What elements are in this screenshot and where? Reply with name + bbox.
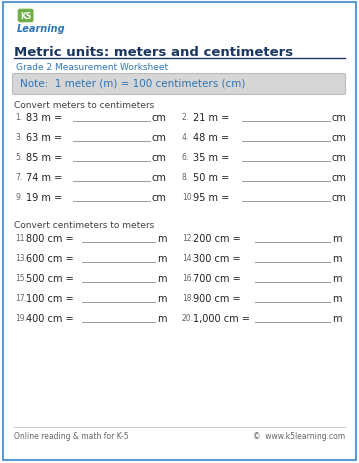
Text: cm: cm bbox=[152, 193, 167, 202]
Text: 19 m =: 19 m = bbox=[26, 193, 62, 202]
Text: m: m bbox=[157, 294, 167, 303]
Text: 85 m =: 85 m = bbox=[26, 153, 62, 163]
Text: 48 m =: 48 m = bbox=[193, 133, 229, 143]
Text: 7.: 7. bbox=[15, 173, 22, 181]
Text: 1,000 cm =: 1,000 cm = bbox=[193, 313, 250, 323]
Text: 10.: 10. bbox=[182, 193, 194, 201]
Text: 14.: 14. bbox=[182, 253, 194, 263]
Text: cm: cm bbox=[152, 113, 167, 123]
Text: 13.: 13. bbox=[15, 253, 27, 263]
Text: cm: cm bbox=[332, 133, 347, 143]
FancyBboxPatch shape bbox=[13, 75, 345, 95]
Text: 16.: 16. bbox=[182, 274, 194, 282]
Text: 17.: 17. bbox=[15, 294, 27, 302]
Text: m: m bbox=[332, 294, 341, 303]
Text: 83 m =: 83 m = bbox=[26, 113, 62, 123]
Text: Convert centimeters to meters: Convert centimeters to meters bbox=[14, 220, 154, 230]
Text: Grade 2 Measurement Worksheet: Grade 2 Measurement Worksheet bbox=[16, 63, 168, 72]
Text: m: m bbox=[157, 233, 167, 244]
Text: Convert meters to centimeters: Convert meters to centimeters bbox=[14, 101, 154, 110]
FancyBboxPatch shape bbox=[3, 3, 356, 460]
Text: cm: cm bbox=[152, 173, 167, 182]
Text: KS: KS bbox=[20, 12, 31, 21]
Text: 12.: 12. bbox=[182, 233, 194, 243]
Text: Note:  1 meter (m) = 100 centimeters (cm): Note: 1 meter (m) = 100 centimeters (cm) bbox=[20, 78, 245, 88]
Text: 300 cm =: 300 cm = bbox=[193, 253, 241, 263]
Text: 20.: 20. bbox=[182, 313, 194, 322]
Text: 74 m =: 74 m = bbox=[26, 173, 62, 182]
Text: m: m bbox=[332, 253, 341, 263]
Text: 800 cm =: 800 cm = bbox=[26, 233, 74, 244]
Text: cm: cm bbox=[332, 173, 347, 182]
Text: 6.: 6. bbox=[182, 153, 189, 162]
Text: 5.: 5. bbox=[15, 153, 22, 162]
Text: 500 cm =: 500 cm = bbox=[26, 274, 74, 283]
Text: 11.: 11. bbox=[15, 233, 27, 243]
Text: 3.: 3. bbox=[15, 133, 22, 142]
Text: 1.: 1. bbox=[15, 113, 22, 122]
Text: 19.: 19. bbox=[15, 313, 27, 322]
Text: 600 cm =: 600 cm = bbox=[26, 253, 74, 263]
Text: cm: cm bbox=[332, 153, 347, 163]
Text: m: m bbox=[157, 313, 167, 323]
Text: 400 cm =: 400 cm = bbox=[26, 313, 74, 323]
Text: 2.: 2. bbox=[182, 113, 189, 122]
Text: 50 m =: 50 m = bbox=[193, 173, 229, 182]
Text: cm: cm bbox=[152, 153, 167, 163]
Text: m: m bbox=[332, 274, 341, 283]
Text: m: m bbox=[332, 313, 341, 323]
Text: cm: cm bbox=[332, 113, 347, 123]
Text: cm: cm bbox=[152, 133, 167, 143]
Text: 8.: 8. bbox=[182, 173, 189, 181]
Text: 35 m =: 35 m = bbox=[193, 153, 229, 163]
Text: 900 cm =: 900 cm = bbox=[193, 294, 241, 303]
Text: m: m bbox=[332, 233, 341, 244]
Text: Metric units: meters and centimeters: Metric units: meters and centimeters bbox=[14, 46, 293, 59]
Text: Online reading & math for K-5: Online reading & math for K-5 bbox=[14, 431, 129, 440]
Text: cm: cm bbox=[332, 193, 347, 202]
Text: 63 m =: 63 m = bbox=[26, 133, 62, 143]
Text: m: m bbox=[157, 274, 167, 283]
Text: 700 cm =: 700 cm = bbox=[193, 274, 241, 283]
Text: 21 m =: 21 m = bbox=[193, 113, 229, 123]
Text: 18.: 18. bbox=[182, 294, 194, 302]
Text: 100 cm =: 100 cm = bbox=[26, 294, 74, 303]
Text: 200 cm =: 200 cm = bbox=[193, 233, 241, 244]
Text: ©  www.k5learning.com: © www.k5learning.com bbox=[253, 431, 345, 440]
Text: 95 m =: 95 m = bbox=[193, 193, 229, 202]
Text: 15.: 15. bbox=[15, 274, 27, 282]
Text: Learning: Learning bbox=[17, 24, 66, 34]
Text: 9.: 9. bbox=[15, 193, 22, 201]
Text: 4.: 4. bbox=[182, 133, 189, 142]
Text: m: m bbox=[157, 253, 167, 263]
